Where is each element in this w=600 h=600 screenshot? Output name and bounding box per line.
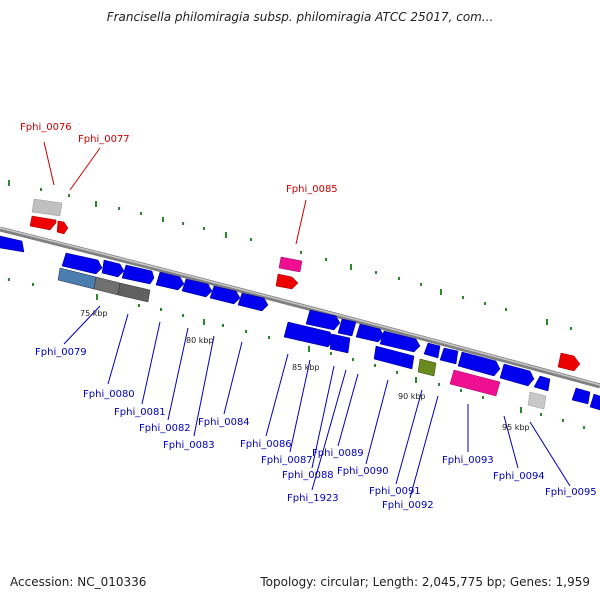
label-fphi-0081[interactable]: Fphi_0081 bbox=[114, 407, 166, 418]
label-fphi-0091[interactable]: Fphi_0091 bbox=[369, 486, 421, 497]
bottom-gene-labels: Fphi_0079 Fphi_0080 Fphi_0081 Fphi_0082 … bbox=[35, 347, 597, 511]
gene-blue-i bbox=[329, 333, 351, 354]
label-fphi-1923[interactable]: Fphi_1923 bbox=[287, 493, 339, 504]
gene-fphi-0077 bbox=[56, 220, 69, 235]
gene-fphi-0093 bbox=[449, 369, 501, 397]
gene-blue-u bbox=[589, 393, 600, 411]
genome-summary-label: Topology: circular; Length: 2,045,775 bp… bbox=[260, 575, 590, 589]
label-fphi-0087[interactable]: Fphi_0087 bbox=[261, 455, 313, 466]
label-fphi-0095[interactable]: Fphi_0095 bbox=[545, 487, 597, 498]
gene-blue-f bbox=[209, 285, 241, 305]
gene-blue-left bbox=[0, 235, 25, 253]
top-gene-labels: Fphi_0076 Fphi_0077 Fphi_0085 bbox=[20, 122, 338, 195]
gene-blue-k bbox=[337, 318, 357, 337]
gene-dark-grey-1 bbox=[93, 276, 121, 296]
tick-90kbp: 90 kbp bbox=[398, 392, 426, 401]
label-fphi-0085[interactable]: Fphi_0085 bbox=[286, 184, 338, 195]
lower-gene-track[interactable] bbox=[57, 252, 600, 411]
gene-blue-s bbox=[533, 375, 551, 392]
label-fphi-0082[interactable]: Fphi_0082 bbox=[139, 423, 191, 434]
gene-blue-a bbox=[61, 252, 103, 275]
label-fphi-0093[interactable]: Fphi_0093 bbox=[442, 455, 494, 466]
tick-75kbp: 75 kbp bbox=[80, 309, 108, 318]
gene-blue-q bbox=[457, 351, 501, 377]
gene-dark-grey-2 bbox=[117, 282, 151, 303]
label-fphi-0086[interactable]: Fphi_0086 bbox=[240, 439, 292, 450]
top-label-leaders bbox=[43, 141, 307, 245]
gene-blue-d bbox=[155, 271, 185, 291]
bottom-label-leaders bbox=[63, 305, 571, 499]
gene-grey-top bbox=[31, 198, 63, 217]
label-fphi-0089[interactable]: Fphi_0089 bbox=[312, 448, 364, 459]
gene-blue-b bbox=[101, 259, 125, 278]
label-fphi-0080[interactable]: Fphi_0080 bbox=[83, 389, 135, 400]
gene-blue-l bbox=[355, 323, 385, 343]
gene-red-right bbox=[557, 352, 581, 372]
label-fphi-0083[interactable]: Fphi_0083 bbox=[163, 440, 215, 451]
kbp-scale-labels: 75 kbp 80 kbp 85 kbp 90 kbp 95 kbp bbox=[80, 309, 530, 432]
label-fphi-0088[interactable]: Fphi_0088 bbox=[282, 470, 334, 481]
genome-title: Francisella philomiragia subsp. philomir… bbox=[106, 10, 494, 24]
gene-blue-n bbox=[373, 345, 415, 370]
gene-fphi-0085-pink bbox=[278, 256, 303, 273]
gene-blue-r bbox=[499, 363, 535, 387]
label-fphi-0094[interactable]: Fphi_0094 bbox=[493, 471, 545, 482]
gene-fphi-0076 bbox=[29, 215, 57, 231]
gene-blue-j bbox=[305, 309, 341, 331]
accession-label: Accession: NC_010336 bbox=[10, 575, 147, 589]
label-fphi-0092[interactable]: Fphi_0092 bbox=[382, 500, 434, 511]
gene-blue-o bbox=[423, 342, 441, 359]
genome-backbone bbox=[0, 226, 600, 389]
gene-fphi-0085 bbox=[275, 273, 299, 290]
gene-blue-g bbox=[237, 292, 269, 312]
tick-95kbp: 95 kbp bbox=[502, 423, 530, 432]
label-fphi-0079[interactable]: Fphi_0079 bbox=[35, 347, 87, 358]
upper-gene-track[interactable] bbox=[0, 198, 581, 372]
tick-80kbp: 80 kbp bbox=[186, 336, 214, 345]
label-fphi-0076[interactable]: Fphi_0076 bbox=[20, 122, 72, 133]
label-fphi-0084[interactable]: Fphi_0084 bbox=[198, 417, 250, 428]
tick-85kbp: 85 kbp bbox=[292, 363, 320, 372]
gene-grey-right bbox=[527, 391, 547, 410]
inner-dotted-track bbox=[8, 278, 585, 429]
gene-olive bbox=[417, 358, 437, 377]
label-fphi-0077[interactable]: Fphi_0077 bbox=[78, 134, 130, 145]
gene-blue-t bbox=[571, 387, 591, 405]
gene-blue-e bbox=[181, 278, 213, 298]
label-fphi-0090[interactable]: Fphi_0090 bbox=[337, 466, 389, 477]
gene-blue-m bbox=[379, 330, 421, 353]
gene-blue-c bbox=[121, 264, 155, 285]
gene-blue-p bbox=[439, 347, 459, 365]
outer-dotted-track bbox=[8, 180, 572, 330]
